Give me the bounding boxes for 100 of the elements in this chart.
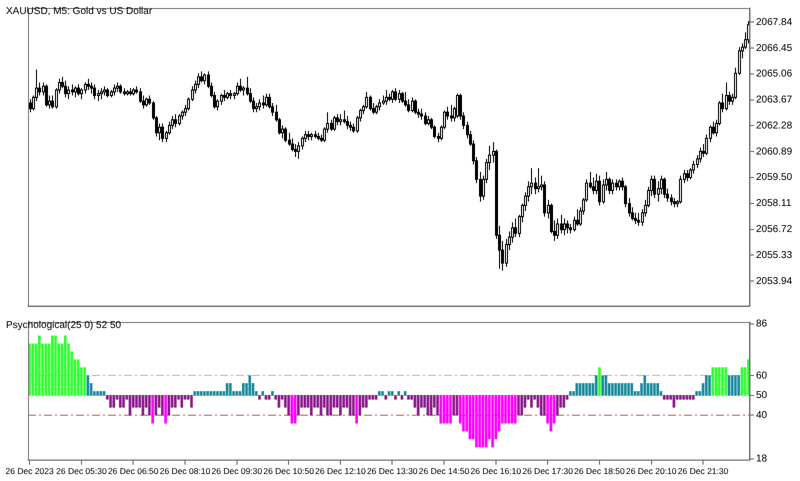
bar <box>686 395 688 400</box>
bar <box>643 375 646 396</box>
bar <box>203 391 206 396</box>
bar <box>164 395 167 424</box>
bar <box>714 367 718 396</box>
bar <box>329 395 332 416</box>
bar <box>598 367 601 396</box>
candlestick <box>220 93 223 106</box>
bar <box>229 383 232 396</box>
bar <box>151 395 154 424</box>
bar <box>679 395 682 400</box>
y-tick-label: 60 <box>756 370 768 382</box>
bar <box>666 395 669 400</box>
bar <box>180 395 184 408</box>
x-tick-label: 26 Dec 16:10 <box>470 466 522 476</box>
bar <box>439 395 442 424</box>
candlestick <box>80 88 83 100</box>
y-tick-label: 2060.89 <box>756 146 793 158</box>
bar <box>601 375 604 396</box>
bar <box>348 395 352 416</box>
bar <box>112 395 116 408</box>
bar <box>436 395 439 416</box>
bar <box>210 391 212 396</box>
bar <box>407 395 410 400</box>
bar <box>562 395 566 408</box>
bar <box>630 383 634 396</box>
bar <box>446 395 449 424</box>
bar <box>514 395 517 424</box>
bar <box>148 395 151 416</box>
bar <box>682 395 685 400</box>
bar <box>442 395 446 424</box>
bar <box>688 395 692 400</box>
bar <box>154 395 158 416</box>
bar <box>310 395 313 416</box>
bar <box>568 391 572 396</box>
bar <box>135 395 138 408</box>
bar <box>730 375 734 396</box>
bar <box>196 391 200 396</box>
bar <box>543 395 546 416</box>
bar <box>303 395 306 408</box>
x-tick-label: 26 Dec 20:10 <box>626 466 677 476</box>
x-tick-label: 26 Dec 17:30 <box>522 466 574 476</box>
bar <box>672 395 676 408</box>
bar <box>484 395 488 448</box>
candlestick <box>97 89 100 102</box>
bar <box>102 391 106 396</box>
bar <box>38 336 41 396</box>
bar <box>258 395 261 400</box>
bar <box>96 391 99 396</box>
bar <box>76 359 80 396</box>
bar <box>206 391 210 396</box>
bar <box>174 395 177 408</box>
bar <box>520 395 524 416</box>
y-tick-label: 86 <box>756 318 768 330</box>
bar <box>721 367 724 396</box>
bar <box>278 395 280 408</box>
bar <box>242 383 245 396</box>
bar <box>724 367 728 396</box>
bar <box>294 395 296 424</box>
bar <box>122 395 125 408</box>
bar <box>219 391 222 396</box>
bar <box>468 395 472 440</box>
x-tick-label: 26 Dec 2023 <box>6 466 54 476</box>
bar <box>400 395 404 400</box>
bar <box>708 375 711 396</box>
bar <box>404 391 407 396</box>
y-tick-label: 2066.45 <box>756 42 793 54</box>
x-tick-label: 26 Dec 13:30 <box>366 466 418 476</box>
bar <box>550 395 552 432</box>
x-tick-label: 26 Dec 14:50 <box>418 466 470 476</box>
bar <box>264 395 268 400</box>
candlestick <box>556 218 559 240</box>
candlestick <box>563 218 566 236</box>
x-tick-label: 26 Dec 06:50 <box>108 466 159 476</box>
y-tick-label: 2058.11 <box>756 198 792 210</box>
candlestick <box>537 168 540 193</box>
bar <box>54 336 57 396</box>
bar <box>226 383 228 396</box>
bar <box>355 395 358 424</box>
bar <box>618 383 620 396</box>
x-tick-label: 26 Dec 18:50 <box>574 466 625 476</box>
y-tick-label: 2055.33 <box>756 250 793 261</box>
bar <box>504 395 507 424</box>
bar <box>397 391 400 396</box>
bar <box>582 383 585 396</box>
y-tick-label: 2065.06 <box>756 68 793 80</box>
bar <box>540 395 542 416</box>
bar <box>624 383 627 396</box>
bar <box>86 375 90 396</box>
bar <box>611 383 614 396</box>
bar <box>384 395 388 400</box>
bar <box>728 375 730 396</box>
bar <box>50 336 54 396</box>
bar <box>426 395 430 416</box>
bar <box>653 383 656 396</box>
bar <box>452 395 456 416</box>
candlestick <box>67 86 70 100</box>
y-tick-label: 40 <box>756 410 768 421</box>
candlestick <box>725 82 728 111</box>
bar <box>430 395 432 416</box>
